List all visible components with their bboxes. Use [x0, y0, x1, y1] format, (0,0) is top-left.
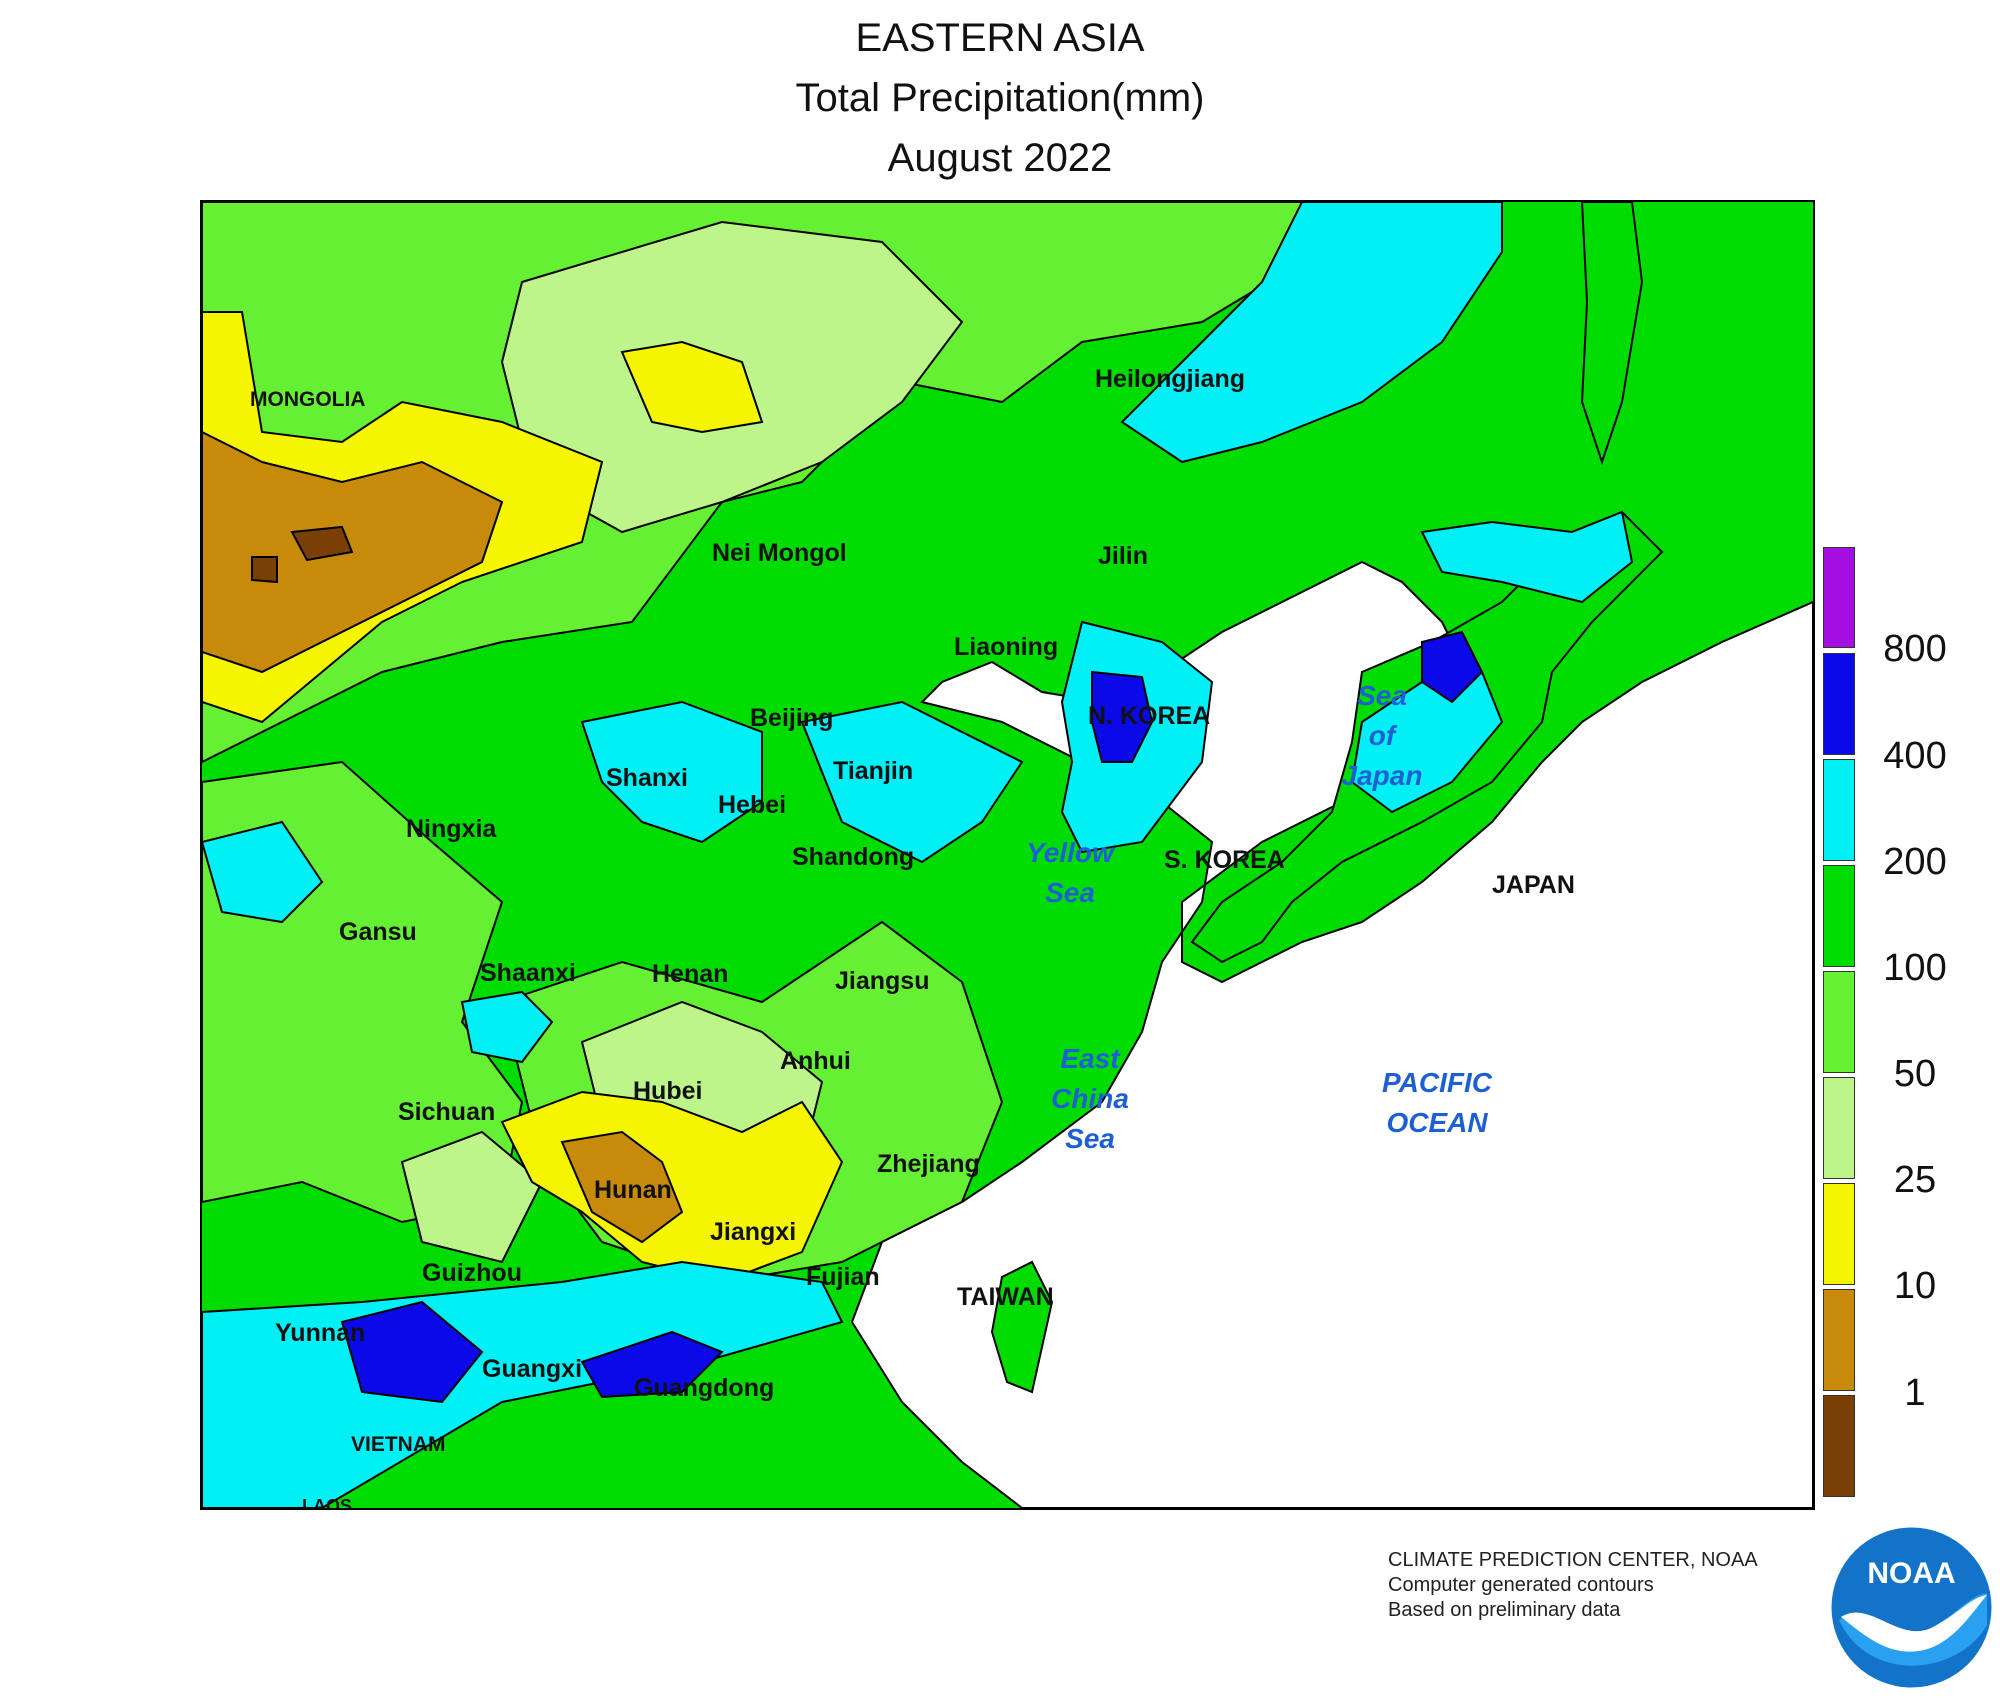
credit-line1: CLIMATE PREDICTION CENTER, NOAA — [1388, 1549, 1758, 1571]
label-tianjin: Tianjin — [833, 757, 914, 785]
legend-swatch-100-200 — [1823, 865, 1855, 967]
label-fujian: Fujian — [806, 1263, 880, 1291]
precip-400-800-coast — [580, 1330, 724, 1399]
east-china-sea-line1: East — [1060, 1043, 1120, 1074]
label-heilongjiang: Heilongjiang — [1095, 365, 1245, 393]
label-zhejiang: Zhejiang — [877, 1150, 980, 1178]
precip-below-1 — [290, 525, 354, 562]
label-shandong: Shandong — [792, 843, 915, 871]
legend-swatch-1-10 — [1823, 1289, 1855, 1391]
east-china-sea-line2: China — [1051, 1083, 1129, 1114]
sea-of-japan-line2: of — [1368, 720, 1396, 751]
legend-label-50: 50 — [1893, 1053, 1937, 1095]
legend-swatch-400-800 — [1823, 653, 1855, 755]
map-title: EASTERN ASIA Total Precipitation(mm) Aug… — [0, 8, 2000, 188]
taiwan-island — [990, 1260, 1054, 1394]
precip-200-400-sichuan — [460, 990, 554, 1064]
label-shanxi: Shanxi — [606, 764, 688, 792]
label-jilin: Jilin — [1098, 542, 1149, 570]
sea-of-japan-line3: Japan — [1341, 760, 1423, 791]
label-yunnan: Yunnan — [275, 1319, 366, 1347]
yellow-sea-line1: Yellow — [1026, 837, 1114, 868]
legend-swatch-25-50 — [1823, 1077, 1855, 1179]
legend-swatch-10-25 — [1823, 1183, 1855, 1285]
label-liaoning: Liaoning — [954, 633, 1059, 661]
label-hunan: Hunan — [594, 1176, 672, 1204]
legend-label-1: 1 — [1904, 1372, 1926, 1414]
legend-swatch-below-1 — [1823, 1395, 1855, 1497]
legend-label-400: 400 — [1883, 735, 1947, 777]
label-henan: Henan — [652, 960, 729, 988]
legend-label-800: 800 — [1883, 628, 1947, 670]
label-guangxi: Guangxi — [482, 1355, 583, 1383]
title-region: EASTERN ASIA — [855, 16, 1145, 60]
legend-label-200: 200 — [1883, 841, 1947, 883]
legend-label-10: 10 — [1893, 1265, 1937, 1307]
legend-label-100: 100 — [1883, 947, 1947, 989]
legend-swatch-800-plus — [1823, 547, 1855, 648]
label-guangdong: Guangdong — [634, 1374, 775, 1402]
precip-400-800-korea — [1091, 670, 1154, 763]
precip-400-800-south — [340, 1300, 484, 1404]
label-japan: JAPAN — [1492, 871, 1575, 899]
noaa-logo-icon: NOAA — [1831, 1527, 1992, 1688]
noaa-logo-text: NOAA — [1867, 1557, 1955, 1590]
credit-line3: Based on preliminary data — [1388, 1599, 1621, 1621]
precipitation-map: MONGOLIA Heilongjiang Nei Mongol Jilin L… — [200, 200, 1815, 1510]
title-date: August 2022 — [887, 136, 1113, 180]
label-jiangxi: Jiangxi — [710, 1218, 797, 1246]
label-n-korea: N. KOREA — [1088, 702, 1211, 730]
label-s-korea: S. KOREA — [1164, 846, 1285, 874]
pacific-ocean-line2: OCEAN — [1386, 1107, 1488, 1138]
label-guizhou: Guizhou — [422, 1259, 522, 1287]
title-variable: Total Precipitation(mm) — [795, 76, 1205, 120]
label-pacific-ocean: PACIFIC OCEAN — [1357, 1063, 1517, 1143]
pacific-ocean-line1: PACIFIC — [1382, 1067, 1492, 1098]
label-mongolia: MONGOLIA — [250, 388, 366, 411]
yellow-sea-line2: Sea — [1045, 877, 1095, 908]
precip-200-400-coast — [800, 700, 1024, 864]
precip-below-1-b — [251, 556, 278, 584]
label-nei-mongol: Nei Mongol — [712, 539, 847, 567]
precip-1-10-hunan — [560, 1130, 684, 1244]
credits-block: CLIMATE PREDICTION CENTER, NOAA Computer… — [1388, 1548, 1758, 1623]
label-east-china-sea: East China Sea — [1030, 1039, 1150, 1159]
credit-line2: Computer generated contours — [1388, 1574, 1654, 1596]
label-anhui: Anhui — [780, 1047, 851, 1075]
sakhalin-island — [1580, 202, 1644, 466]
sea-of-japan-line1: Sea — [1357, 680, 1407, 711]
label-yellow-sea: Yellow Sea — [1010, 833, 1130, 913]
precipitation-contours — [202, 202, 1813, 1508]
label-jiangsu: Jiangsu — [835, 967, 930, 995]
label-sea-of-japan: Sea of Japan — [1322, 676, 1442, 796]
legend-label-25: 25 — [1893, 1159, 1937, 1201]
label-sichuan: Sichuan — [398, 1098, 496, 1126]
label-laos: LAOS — [302, 1496, 353, 1510]
japan-blue — [1421, 630, 1484, 704]
label-hubei: Hubei — [633, 1077, 703, 1105]
precip-200-400-gansu — [202, 820, 324, 924]
sea-yellow-and-east-china — [850, 560, 1813, 1508]
precip-200-400-northeast — [1120, 202, 1503, 464]
precip-25-50-south — [400, 1130, 544, 1264]
legend-swatch-50-100 — [1823, 971, 1855, 1073]
precip-200-400-shanxi — [580, 700, 763, 844]
label-hebei: Hebei — [718, 791, 787, 819]
precip-10-25-innermongolia — [620, 340, 764, 434]
label-gansu: Gansu — [339, 918, 417, 946]
label-taiwan: TAIWAN — [957, 1283, 1054, 1311]
label-vietnam: VIETNAM — [351, 1433, 446, 1456]
japan-cyan-north — [1420, 510, 1634, 604]
label-beijing: Beijing — [750, 704, 834, 732]
label-shaanxi: Shaanxi — [480, 959, 576, 987]
label-ningxia: Ningxia — [406, 815, 497, 843]
east-china-sea-line3: Sea — [1065, 1123, 1115, 1154]
legend-swatch-200-400 — [1823, 759, 1855, 861]
